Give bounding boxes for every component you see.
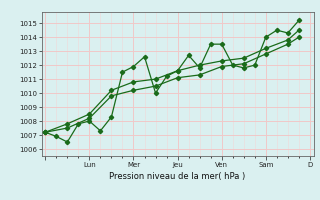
X-axis label: Pression niveau de la mer( hPa ): Pression niveau de la mer( hPa ) [109,172,246,181]
